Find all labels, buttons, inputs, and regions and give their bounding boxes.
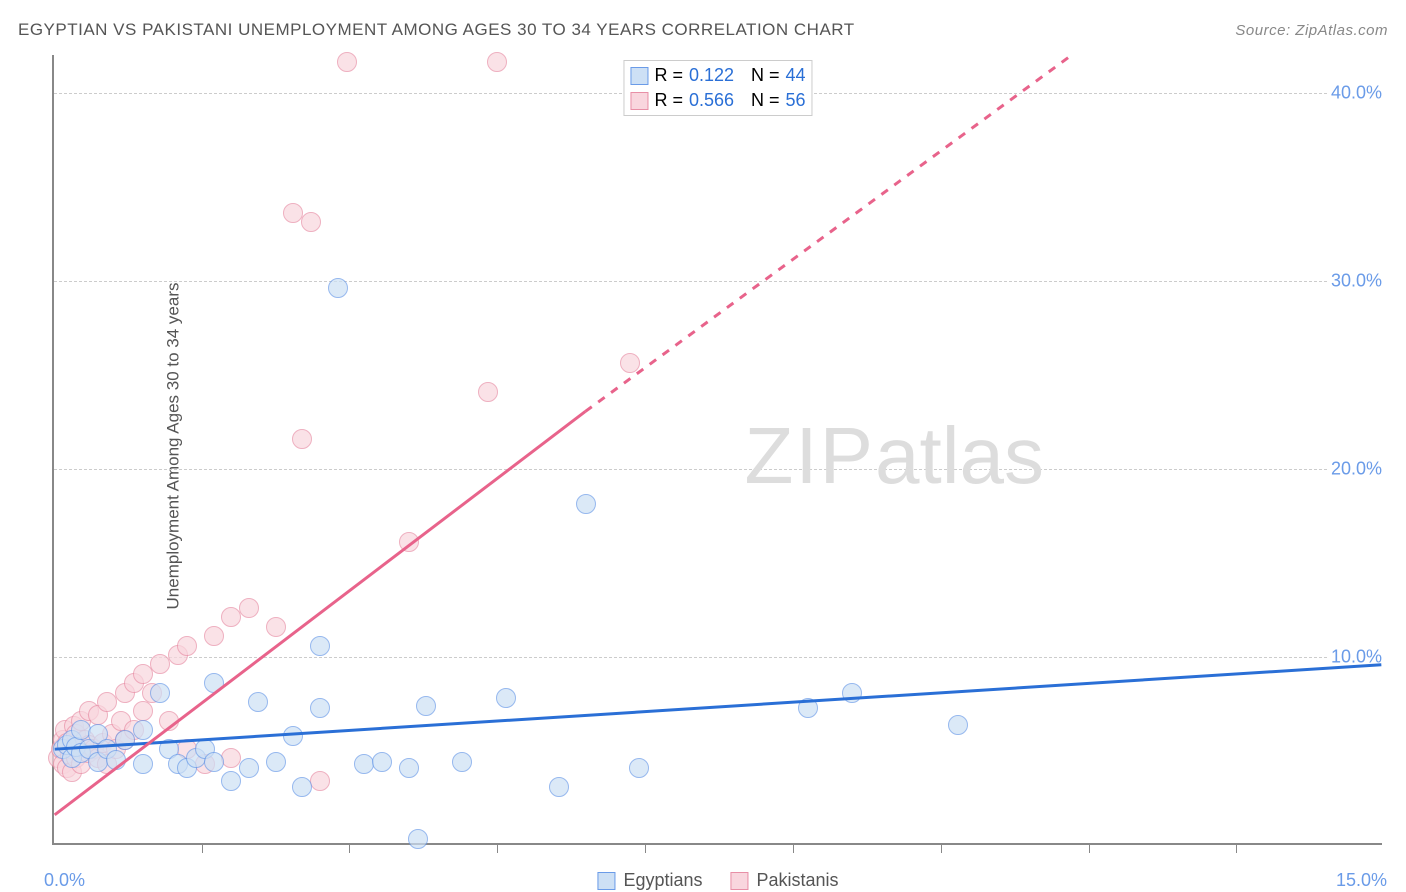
data-point-pink [487, 52, 507, 72]
data-point-pink [310, 771, 330, 791]
data-point-pink [221, 607, 241, 627]
data-point-pink [133, 664, 153, 684]
data-point-pink [97, 692, 117, 712]
legend-item-blue: Egyptians [597, 870, 702, 891]
x-tick [1089, 843, 1090, 853]
gridline [54, 281, 1382, 282]
swatch-pink [731, 872, 749, 890]
data-point-blue [283, 726, 303, 746]
data-point-pink [292, 429, 312, 449]
y-tick-label: 20.0% [1329, 458, 1384, 479]
data-point-blue [133, 754, 153, 774]
gridline [54, 469, 1382, 470]
data-point-blue [372, 752, 392, 772]
swatch-pink [630, 92, 648, 110]
legend-row-blue: R = 0.122 N = 44 [630, 63, 805, 88]
chart-title: EGYPTIAN VS PAKISTANI UNEMPLOYMENT AMONG… [18, 20, 855, 40]
data-point-blue [310, 636, 330, 656]
data-point-blue [948, 715, 968, 735]
source-label: Source: ZipAtlas.com [1235, 22, 1388, 39]
data-point-blue [798, 698, 818, 718]
y-tick-label: 10.0% [1329, 646, 1384, 667]
data-point-blue [204, 673, 224, 693]
data-point-blue [204, 752, 224, 772]
data-point-pink [177, 636, 197, 656]
data-point-blue [292, 777, 312, 797]
data-point-blue [842, 683, 862, 703]
y-tick-label: 30.0% [1329, 270, 1384, 291]
data-point-pink [150, 654, 170, 674]
correlation-legend: R = 0.122 N = 44 R = 0.566 N = 56 [623, 60, 812, 116]
data-point-blue [549, 777, 569, 797]
data-point-pink [337, 52, 357, 72]
r-value-pink: 0.566 [689, 90, 745, 111]
data-point-blue [71, 720, 91, 740]
x-tick [645, 843, 646, 853]
data-point-blue [452, 752, 472, 772]
data-point-pink [620, 353, 640, 373]
data-point-blue [133, 720, 153, 740]
data-point-pink [133, 701, 153, 721]
data-point-blue [150, 683, 170, 703]
title-bar: EGYPTIAN VS PAKISTANI UNEMPLOYMENT AMONG… [18, 20, 1388, 40]
x-tick [941, 843, 942, 853]
x-tick [793, 843, 794, 853]
x-axis-min-label: 0.0% [44, 870, 85, 891]
data-point-pink [478, 382, 498, 402]
watermark: ZIPatlas [745, 410, 1044, 502]
series-legend: Egyptians Pakistanis [597, 870, 838, 891]
data-point-blue [239, 758, 259, 778]
data-point-blue [248, 692, 268, 712]
n-value-pink: 56 [786, 90, 806, 111]
data-point-blue [221, 771, 241, 791]
x-tick [1236, 843, 1237, 853]
data-point-blue [115, 730, 135, 750]
x-tick [349, 843, 350, 853]
x-axis-max-label: 15.0% [1336, 870, 1387, 891]
chart-area: ZIPatlas R = 0.122 N = 44 R = 0.566 N = … [52, 55, 1382, 845]
n-value-blue: 44 [786, 65, 806, 86]
legend-row-pink: R = 0.566 N = 56 [630, 88, 805, 113]
data-point-blue [266, 752, 286, 772]
data-point-blue [106, 750, 126, 770]
data-point-pink [266, 617, 286, 637]
data-point-blue [629, 758, 649, 778]
data-point-pink [399, 532, 419, 552]
data-point-blue [328, 278, 348, 298]
r-value-blue: 0.122 [689, 65, 745, 86]
data-point-blue [408, 829, 428, 849]
data-point-blue [496, 688, 516, 708]
data-point-blue [399, 758, 419, 778]
data-point-blue [416, 696, 436, 716]
data-point-blue [310, 698, 330, 718]
x-tick [497, 843, 498, 853]
swatch-blue [630, 67, 648, 85]
x-tick [202, 843, 203, 853]
gridline [54, 657, 1382, 658]
data-point-pink [159, 711, 179, 731]
data-point-pink [301, 212, 321, 232]
legend-item-pink: Pakistanis [731, 870, 839, 891]
trend-lines [54, 55, 1382, 843]
data-point-blue [576, 494, 596, 514]
y-tick-label: 40.0% [1329, 82, 1384, 103]
data-point-pink [204, 626, 224, 646]
swatch-blue [597, 872, 615, 890]
data-point-pink [239, 598, 259, 618]
